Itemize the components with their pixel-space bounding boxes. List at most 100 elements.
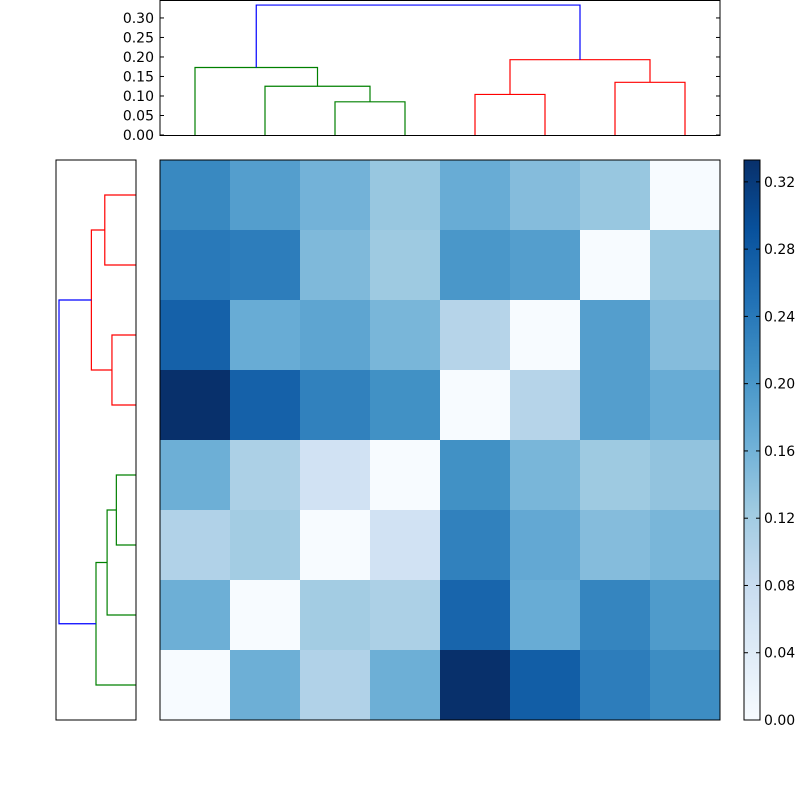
- heatmap-cell-r0-c0: [160, 160, 230, 230]
- heatmap-cell-r5-c6: [580, 510, 650, 580]
- heatmap-cell-r1-c0: [160, 230, 230, 300]
- heatmap-cell-r3-c6: [580, 370, 650, 440]
- heatmap-cell-r7-c7: [650, 650, 720, 720]
- colorbar-tick-label: 0.00: [764, 713, 795, 729]
- heatmap-cell-r3-c4: [440, 370, 510, 440]
- heatmap-cell-r0-c3: [370, 160, 440, 230]
- colorbar-gradient: [743, 159, 761, 721]
- heatmap-cell-r1-c7: [650, 230, 720, 300]
- heatmap-cell-r7-c0: [160, 650, 230, 720]
- heatmap-cell-r7-c1: [230, 650, 300, 720]
- heatmap-cell-r3-c0: [160, 370, 230, 440]
- heatmap-cell-r2-c7: [650, 300, 720, 370]
- heatmap-cell-r1-c5: [510, 230, 580, 300]
- heatmap-cell-r3-c2: [300, 370, 370, 440]
- colorbar-tick-label: 0.04: [764, 646, 795, 662]
- left-dendrogram-link-4: [106, 509, 136, 616]
- heatmap-cell-r7-c4: [440, 650, 510, 720]
- heatmap-cell-r6-c4: [440, 580, 510, 650]
- heatmap-cell-r4-c2: [300, 440, 370, 510]
- heatmap-cell-r7-c3: [370, 650, 440, 720]
- heatmap-cell-r3-c3: [370, 370, 440, 440]
- heatmap-cell-r3-c5: [510, 370, 580, 440]
- top-dendrogram-link-6: [255, 4, 581, 68]
- heatmap-cell-r6-c5: [510, 580, 580, 650]
- heatmap-cell-r2-c6: [580, 300, 650, 370]
- top-dendrogram-ytick-label: 0.05: [123, 108, 154, 124]
- heatmap-cell-r1-c3: [370, 230, 440, 300]
- heatmap-cell-r6-c2: [300, 580, 370, 650]
- left-dendrogram-link-3: [115, 474, 136, 546]
- heatmap-cell-r6-c0: [160, 580, 230, 650]
- heatmap-cell-r0-c5: [510, 160, 580, 230]
- heatmap-frame: [159, 159, 721, 721]
- heatmap-cell-r7-c5: [510, 650, 580, 720]
- top-dendrogram-link-5: [509, 59, 651, 95]
- heatmap: [159, 159, 721, 721]
- heatmap-cell-r0-c1: [230, 160, 300, 230]
- left-dendrogram-link-2: [90, 229, 112, 371]
- colorbar-tick-label: 0.12: [764, 511, 795, 527]
- heatmap-cell-r4-c6: [580, 440, 650, 510]
- heatmap-cell-r0-c6: [580, 160, 650, 230]
- left-dendrogram-link-1: [111, 334, 136, 406]
- heatmap-cell-r4-c3: [370, 440, 440, 510]
- top-dendrogram-ytick-label: 0.30: [123, 11, 154, 27]
- left-dendrogram-link-5: [95, 561, 136, 686]
- top-dendrogram-frame: [159, 0, 721, 136]
- heatmap-cell-r5-c4: [440, 510, 510, 580]
- colorbar-tick-label: 0.16: [764, 444, 795, 460]
- heatmap-cell-r6-c1: [230, 580, 300, 650]
- heatmap-cell-r4-c1: [230, 440, 300, 510]
- heatmap-cell-r6-c3: [370, 580, 440, 650]
- colorbar: 0.00 0.04 0.08 0.12 0.16 0.20 0.24 0.28 0.32: [743, 159, 795, 729]
- top-dendrogram: 0.00 0.05 0.10 0.15 0.20 0.25 0.30: [123, 0, 721, 144]
- heatmap-cell-r5-c7: [650, 510, 720, 580]
- heatmap-cell-r2-c3: [370, 300, 440, 370]
- heatmap-cell-r7-c2: [300, 650, 370, 720]
- colorbar-tick-label: 0.24: [764, 309, 795, 325]
- heatmap-cell-r4-c5: [510, 440, 580, 510]
- top-dendrogram-ytick-label: 0.25: [123, 30, 154, 46]
- top-dendrogram-link-2: [194, 66, 319, 135]
- top-dendrogram-link-0: [334, 101, 406, 135]
- heatmap-cell-r3-c1: [230, 370, 300, 440]
- heatmap-cell-r2-c0: [160, 300, 230, 370]
- heatmap-cell-r2-c2: [300, 300, 370, 370]
- top-dendrogram-ytick-label: 0.00: [123, 128, 154, 144]
- top-dendrogram-link-3: [474, 93, 546, 135]
- left-dendrogram-link-6: [58, 299, 96, 625]
- heatmap-cell-r5-c0: [160, 510, 230, 580]
- heatmap-cell-r0-c2: [300, 160, 370, 230]
- heatmap-cell-r6-c6: [580, 580, 650, 650]
- heatmap-cell-r2-c5: [510, 300, 580, 370]
- heatmap-cell-r5-c3: [370, 510, 440, 580]
- colorbar-tick-label: 0.08: [764, 578, 795, 594]
- heatmap-cell-r4-c4: [440, 440, 510, 510]
- colorbar-tick-label: 0.28: [764, 242, 795, 258]
- heatmap-cell-r0-c4: [440, 160, 510, 230]
- heatmap-cell-r3-c7: [650, 370, 720, 440]
- heatmap-cell-r6-c7: [650, 580, 720, 650]
- heatmap-cell-r1-c4: [440, 230, 510, 300]
- left-dendrogram: [55, 159, 137, 721]
- heatmap-cell-r1-c1: [230, 230, 300, 300]
- heatmap-cell-r4-c7: [650, 440, 720, 510]
- top-dendrogram-ytick-label: 0.20: [123, 50, 154, 66]
- heatmap-cell-r0-c7: [650, 160, 720, 230]
- heatmap-cell-r5-c1: [230, 510, 300, 580]
- heatmap-cell-r5-c2: [300, 510, 370, 580]
- top-dendrogram-link-4: [614, 81, 686, 135]
- heatmap-cell-r2-c4: [440, 300, 510, 370]
- heatmap-cell-r5-c5: [510, 510, 580, 580]
- left-dendrogram-link-0: [104, 194, 136, 266]
- colorbar-tick-label: 0.20: [764, 377, 795, 393]
- heatmap-cell-r1-c2: [300, 230, 370, 300]
- heatmap-cell-r4-c0: [160, 440, 230, 510]
- colorbar-tick-label: 0.32: [764, 175, 795, 191]
- heatmap-cell-r1-c6: [580, 230, 650, 300]
- top-dendrogram-link-1: [264, 85, 371, 135]
- left-dendrogram-frame: [55, 159, 137, 721]
- heatmap-cell-r7-c6: [580, 650, 650, 720]
